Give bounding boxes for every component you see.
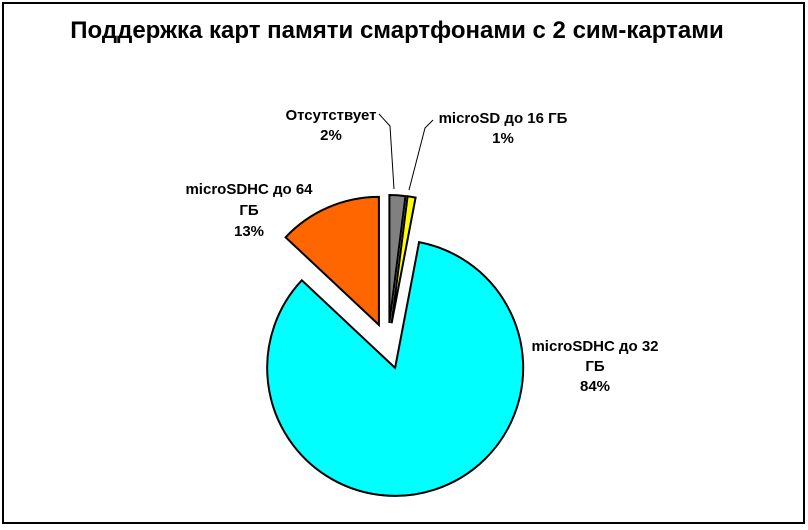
pie-slices xyxy=(266,193,525,497)
leader-line-otsutstvuet xyxy=(378,113,395,190)
slice-label-microsd-16: microSD до 16 ГБ 1% xyxy=(423,109,583,149)
slice-label-percent: 84% xyxy=(579,378,611,395)
slice-label-percent: 13% xyxy=(233,223,265,240)
chart-title: Поддержка карт памяти смартфонами с 2 си… xyxy=(70,17,724,44)
slice-label-microsdhc-64: microSDHC до 64 ГБ 13% xyxy=(169,179,329,242)
slice-label-percent: 2% xyxy=(320,127,342,144)
pie-slice-otsutstvuet xyxy=(388,193,407,324)
leader-line-microsd-16 xyxy=(408,119,434,191)
pie-slice-microsdhc-64 xyxy=(284,195,380,328)
slice-label-percent: 1% xyxy=(492,130,514,147)
pie-slice-microsd-16 xyxy=(390,195,417,324)
slice-label-text: Отсутствует xyxy=(285,107,377,124)
slice-label-text: ГБ xyxy=(585,358,605,375)
slice-label-microsdhc-32: microSDHC до 32 ГБ 84% xyxy=(515,337,675,397)
slice-label-text: microSDHC до 64 xyxy=(185,181,313,198)
slice-label-text: microSD до 16 ГБ xyxy=(438,110,568,127)
slice-label-otsutstvuet: Отсутствует 2% xyxy=(256,106,406,146)
slice-label-text: microSDHC до 32 xyxy=(531,338,659,355)
slice-label-text: ГБ xyxy=(239,202,259,219)
chart-border xyxy=(2,2,805,524)
pie-slice-microsdhc-32 xyxy=(266,240,525,497)
